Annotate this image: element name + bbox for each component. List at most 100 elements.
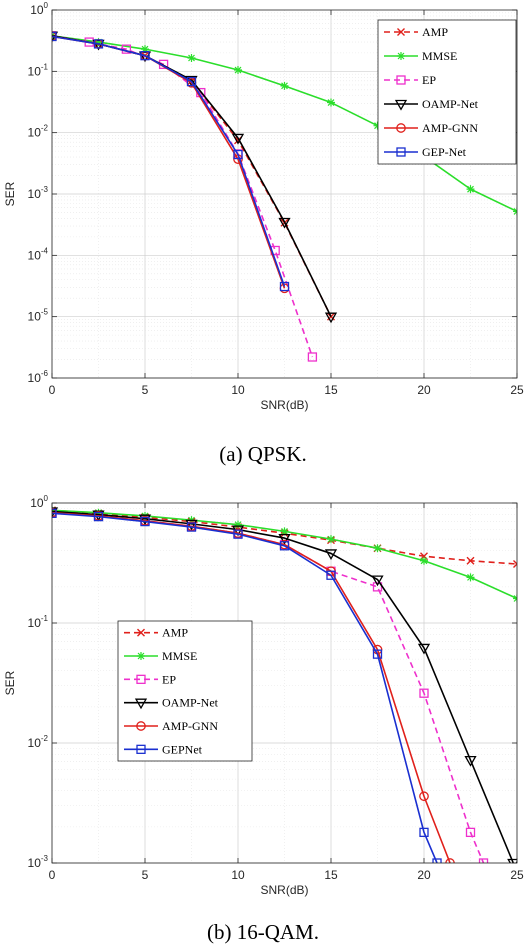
data-point xyxy=(52,508,57,518)
data-point xyxy=(373,544,382,553)
x-tick-label: 20 xyxy=(417,383,431,397)
y-tick-label: 10-5 xyxy=(28,308,49,324)
data-point xyxy=(324,312,338,324)
x-tick-label: 5 xyxy=(142,868,149,882)
data-point xyxy=(466,556,475,565)
chart-caption: (a) QPSK. xyxy=(219,442,307,466)
y-tick-label: 10-2 xyxy=(28,734,49,750)
axes-box xyxy=(51,502,518,864)
legend-marker xyxy=(396,123,406,133)
series-group xyxy=(52,506,517,863)
x-axis-label: SNR(dB) xyxy=(260,398,308,412)
x-tick-label: 5 xyxy=(142,383,149,397)
data-point xyxy=(280,81,289,90)
x-tick-label: 10 xyxy=(231,868,245,882)
legend-marker xyxy=(137,628,145,637)
chart-2: 0 5 10 15 20 25 10-3 10-2 10-1 100 SNR(dB) SER AMP MM… xyxy=(3,494,524,944)
legend-label: MMSE xyxy=(162,649,197,663)
data-point xyxy=(185,519,198,531)
data-point xyxy=(327,98,335,107)
data-point xyxy=(466,573,475,582)
data-point xyxy=(465,827,476,838)
data-point xyxy=(507,858,517,863)
data-point xyxy=(324,549,338,561)
legend-label: AMP xyxy=(162,626,188,640)
legend-marker xyxy=(397,52,405,60)
series-line-gep-net xyxy=(52,35,286,287)
data-point xyxy=(478,858,489,863)
y-tick-label: 10-6 xyxy=(28,369,49,385)
legend-label: GEPNet xyxy=(162,742,203,756)
data-point xyxy=(327,535,335,544)
data-point xyxy=(371,575,384,587)
data-point xyxy=(233,529,243,539)
legend-marker xyxy=(136,721,146,731)
legend-box xyxy=(377,19,517,165)
y-tick-label: 10-2 xyxy=(28,124,49,140)
y-tick-label: 10-3 xyxy=(28,854,49,870)
data-point xyxy=(52,31,57,42)
data-point xyxy=(419,791,429,802)
x-tick-label: 10 xyxy=(231,383,245,397)
series-line-gepnet xyxy=(52,512,438,863)
data-point xyxy=(93,39,104,49)
data-point xyxy=(186,522,197,532)
legend-label: AMP xyxy=(422,25,448,39)
x-tick-label: 25 xyxy=(510,868,524,882)
legend-marker xyxy=(394,99,408,111)
series-group xyxy=(52,31,517,362)
y-tick-label: 10-3 xyxy=(28,185,49,201)
data-point xyxy=(140,516,150,527)
data-point xyxy=(141,511,149,520)
data-point xyxy=(234,520,242,529)
data-point xyxy=(138,514,152,526)
data-point xyxy=(94,38,103,47)
data-point xyxy=(513,560,517,569)
data-point xyxy=(279,541,290,551)
data-point xyxy=(187,53,196,62)
data-point xyxy=(373,121,382,130)
y-axis-label: SER xyxy=(3,670,17,695)
data-point xyxy=(372,649,383,659)
data-point xyxy=(420,556,428,565)
data-point xyxy=(234,66,242,75)
x-tick-label: 25 xyxy=(510,383,524,397)
data-point xyxy=(279,281,290,292)
grid xyxy=(51,503,518,864)
legend-box xyxy=(117,620,253,762)
data-point xyxy=(307,352,318,362)
legend-marker xyxy=(396,147,406,157)
x-tick-label: 0 xyxy=(49,868,56,882)
x-axis-label: SNR(dB) xyxy=(260,883,308,897)
data-point xyxy=(141,45,149,54)
y-tick-label: 100 xyxy=(30,1,48,17)
data-point xyxy=(464,755,477,767)
legend-marker xyxy=(134,698,148,710)
chart-1: 0 5 10 15 20 25 10-6 10-5 10-4 10-3 10-2 10-1 100 SNR… xyxy=(3,1,524,466)
x-tick-label: 20 xyxy=(417,868,431,882)
legend-label: AMP-GNN xyxy=(162,719,218,733)
data-point xyxy=(417,643,431,655)
data-point xyxy=(140,51,150,61)
data-point xyxy=(93,511,104,522)
data-point xyxy=(419,827,429,838)
y-tick-label: 10-1 xyxy=(28,62,49,78)
data-point xyxy=(280,527,289,536)
data-point xyxy=(326,570,336,580)
y-tick-label: 100 xyxy=(30,494,48,510)
data-point xyxy=(231,133,245,145)
chart-caption: (b) 16-QAM. xyxy=(207,920,319,944)
legend-label: OAMP-Net xyxy=(162,696,219,710)
legend-label: GEP-Net xyxy=(422,145,467,159)
y-tick-label: 10-4 xyxy=(28,246,49,262)
x-tick-label: 15 xyxy=(324,868,338,882)
legend-marker xyxy=(396,75,406,85)
data-point xyxy=(419,688,429,698)
legend-label: EP xyxy=(162,672,176,686)
legend: AMP MMSE EP OAMP-Net AMP-GNN GEPNet xyxy=(117,620,253,762)
legend-marker xyxy=(136,674,146,684)
data-point xyxy=(466,185,475,194)
data-point xyxy=(233,149,243,160)
data-point xyxy=(278,533,291,545)
